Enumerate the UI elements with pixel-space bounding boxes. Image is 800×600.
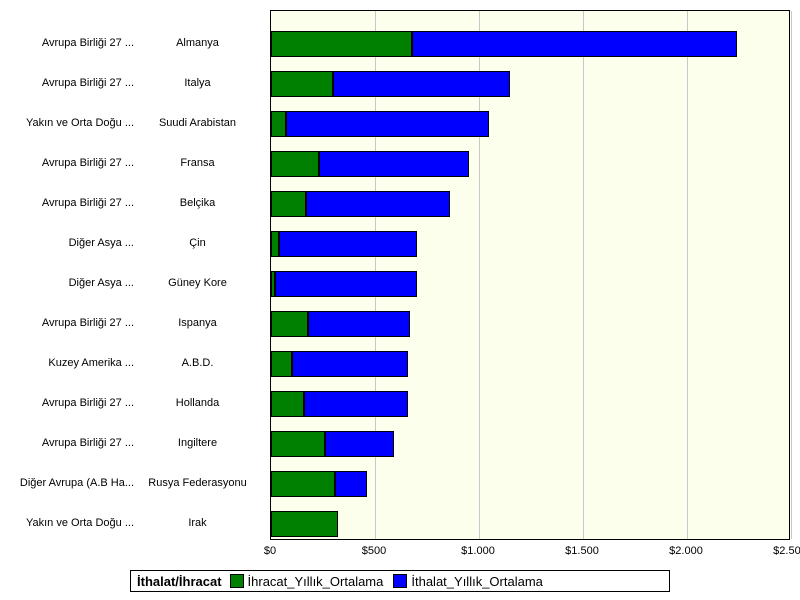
region-label: Avrupa Birliği 27 ... [0, 37, 140, 49]
region-label: Avrupa Birliği 27 ... [0, 397, 140, 409]
bar-ithalat [286, 111, 490, 137]
bar-ihracat [271, 31, 412, 57]
region-label: Diğer Asya ... [0, 237, 140, 249]
y-axis-label: Avrupa Birliği 27 ...Fransa [0, 150, 265, 176]
country-label: Italya [140, 77, 255, 89]
gridline [687, 11, 688, 539]
country-label: Güney Kore [140, 277, 255, 289]
region-label: Diğer Asya ... [0, 277, 140, 289]
bar-ithalat [279, 231, 416, 257]
y-axis-label: Avrupa Birliği 27 ...Ispanya [0, 310, 265, 336]
bar-ithalat [319, 151, 469, 177]
legend-label-ithalat: İthalat_Yıllık_Ortalama [411, 574, 543, 589]
bar-ithalat [308, 311, 410, 337]
country-label: Çin [140, 237, 255, 249]
y-axis-label: Avrupa Birliği 27 ...Italya [0, 70, 265, 96]
region-label: Avrupa Birliği 27 ... [0, 317, 140, 329]
plot-area [270, 10, 790, 540]
y-axis-label: Diğer Asya ...Güney Kore [0, 270, 265, 296]
gridline [791, 11, 792, 539]
bar-ihracat [271, 71, 333, 97]
y-axis-label: Kuzey Amerika ...A.B.D. [0, 350, 265, 376]
y-axis-label: Diğer Avrupa (A.B Ha...Rusya Federasyonu [0, 470, 265, 496]
country-label: Almanya [140, 37, 255, 49]
region-label: Kuzey Amerika ... [0, 357, 140, 369]
bar-ihracat [271, 151, 319, 177]
bar-ithalat [304, 391, 408, 417]
region-label: Avrupa Birliği 27 ... [0, 77, 140, 89]
gridline [583, 11, 584, 539]
country-label: Ispanya [140, 317, 255, 329]
bar-ithalat [275, 271, 416, 297]
bar-ihracat [271, 191, 306, 217]
y-axis-label: Avrupa Birliği 27 ...Almanya [0, 30, 265, 56]
bar-ihracat [271, 231, 279, 257]
x-tick-label: $2.500 [773, 545, 800, 557]
y-axis-label: Diğer Asya ...Çin [0, 230, 265, 256]
country-label: A.B.D. [140, 357, 255, 369]
bar-ihracat [271, 511, 338, 537]
bar-ihracat [271, 431, 325, 457]
legend: İthalat/İhracat İhracat_Yıllık_Ortalama … [130, 570, 670, 592]
y-axis-label: Avrupa Birliği 27 ...Belçika [0, 190, 265, 216]
country-label: Hollanda [140, 397, 255, 409]
bar-ihracat [271, 111, 286, 137]
x-tick-label: $0 [264, 545, 276, 557]
bar-ithalat [335, 471, 366, 497]
legend-item-ithalat: İthalat_Yıllık_Ortalama [393, 574, 543, 589]
x-tick-label: $1.000 [461, 545, 495, 557]
bar-ihracat [271, 391, 304, 417]
bar-ithalat [333, 71, 510, 97]
bar-ihracat [271, 311, 308, 337]
x-tick-label: $1.500 [565, 545, 599, 557]
chart-container: Avrupa Birliği 27 ...AlmanyaAvrupa Birli… [0, 0, 800, 600]
region-label: Avrupa Birliği 27 ... [0, 197, 140, 209]
legend-item-ihracat: İhracat_Yıllık_Ortalama [230, 574, 384, 589]
x-tick-label: $500 [362, 545, 386, 557]
country-label: Irak [140, 517, 255, 529]
bar-ithalat [292, 351, 408, 377]
region-label: Avrupa Birliği 27 ... [0, 157, 140, 169]
y-axis-label: Avrupa Birliği 27 ...Hollanda [0, 390, 265, 416]
bar-ithalat [306, 191, 450, 217]
legend-label-ihracat: İhracat_Yıllık_Ortalama [248, 574, 384, 589]
bar-ihracat [271, 471, 335, 497]
legend-title: İthalat/İhracat [131, 574, 230, 589]
y-axis-label: Yakın ve Orta Doğu ...Irak [0, 510, 265, 536]
x-tick-label: $2.000 [669, 545, 703, 557]
country-label: Belçika [140, 197, 255, 209]
country-label: Suudi Arabistan [140, 117, 255, 129]
country-label: Fransa [140, 157, 255, 169]
bar-ithalat [412, 31, 736, 57]
legend-swatch-ithalat [393, 574, 407, 588]
bar-ithalat [325, 431, 394, 457]
region-label: Yakın ve Orta Doğu ... [0, 117, 140, 129]
y-axis-label: Yakın ve Orta Doğu ...Suudi Arabistan [0, 110, 265, 136]
country-label: Rusya Federasyonu [140, 477, 255, 489]
region-label: Avrupa Birliği 27 ... [0, 437, 140, 449]
region-label: Yakın ve Orta Doğu ... [0, 517, 140, 529]
country-label: Ingiltere [140, 437, 255, 449]
legend-swatch-ihracat [230, 574, 244, 588]
bar-ihracat [271, 351, 292, 377]
y-axis-label: Avrupa Birliği 27 ...Ingiltere [0, 430, 265, 456]
region-label: Diğer Avrupa (A.B Ha... [0, 477, 140, 489]
